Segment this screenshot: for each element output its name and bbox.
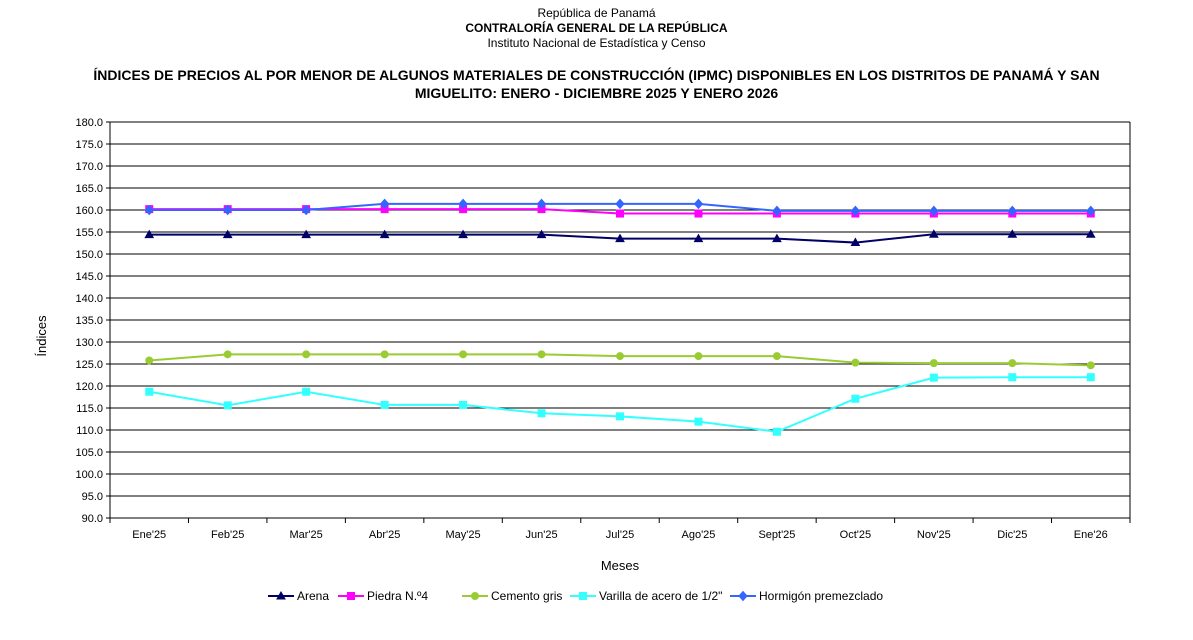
y-tick-label: 90.0 [82,513,103,525]
data-point [146,357,153,364]
data-point [1009,360,1016,367]
data-point [224,351,231,358]
x-tick-label: Nov'25 [917,529,951,541]
data-point [381,401,388,408]
legend-label: Hormigón premezclado [759,589,883,603]
legend-item: Piedra N.º4 [338,589,428,603]
series-line [149,377,1091,432]
legend-label: Cemento gris [491,589,562,603]
data-point [224,402,231,409]
legend: Arena Piedra N.º4 Cemento gris Varilla de a… [268,589,883,603]
series-3 [146,374,1095,436]
data-point [1087,374,1094,381]
x-tick-label: Feb'25 [211,529,244,541]
y-tick-label: 135.0 [75,315,103,327]
y-tick-label: 165.0 [75,183,103,195]
legend-marker [580,593,587,600]
data-point [1009,374,1016,381]
y-tick-label: 145.0 [75,271,103,283]
data-point [616,199,624,208]
y-tick-label: 120.0 [75,381,103,393]
x-tick-label: Ago'25 [682,529,716,541]
legend-marker [739,592,747,601]
y-tick-label: 100.0 [75,469,103,481]
y-tick-label: 125.0 [75,359,103,371]
data-point [617,353,624,360]
x-axis-label: Meses [601,558,640,573]
data-point [146,388,153,395]
series-2 [146,351,1095,369]
x-tick-label: Oct'25 [840,529,871,541]
x-tick-label: May'25 [446,529,481,541]
x-tick-label: Jun'25 [525,529,557,541]
legend-marker [348,593,355,600]
y-tick-label: 95.0 [82,491,103,503]
legend-item: Varilla de acero de 1/2" [570,589,722,603]
x-tick-label: Sept'25 [758,529,795,541]
data-point [695,210,702,217]
x-tick-label: Ene'26 [1074,529,1108,541]
data-point [538,351,545,358]
data-point [381,351,388,358]
data-point [773,428,780,435]
y-tick-label: 130.0 [75,337,103,349]
y-tick-label: 110.0 [76,425,103,437]
x-axis-ticks: Ene'25 Feb'25 Mar'25 Abr'25 May'25 Jun'25 Jul'… [110,518,1130,541]
data-point [930,374,937,381]
legend-label: Arena [297,589,329,603]
y-tick-label: 155.0 [75,227,103,239]
data-point [460,401,467,408]
data-point [773,353,780,360]
y-tick-label: 115.0 [76,403,103,415]
data-point [852,359,859,366]
x-tick-label: Jul'25 [606,529,634,541]
legend-item: Arena [268,589,329,603]
y-tick-label: 160.0 [75,205,103,217]
data-point [852,395,859,402]
grid-lines [110,122,1130,518]
legend-item: Cemento gris [462,589,562,603]
x-tick-label: Dic'25 [997,529,1027,541]
x-tick-label: Ene'25 [132,529,166,541]
data-point [617,210,624,217]
data-point [538,410,545,417]
x-tick-label: Abr'25 [369,529,400,541]
y-tick-label: 170.0 [75,161,103,173]
y-axis-ticks: 180.0 175.0 170.0 165.0 160.0 155.0 150.0 145.0… [75,117,110,525]
data-point [695,353,702,360]
y-tick-label: 150.0 [75,249,103,261]
data-point [460,351,467,358]
y-tick-label: 175.0 [75,139,103,151]
data-point [303,351,310,358]
legend-marker [472,593,479,600]
data-point [695,418,702,425]
series-0 [145,230,1095,245]
legend-label: Piedra N.º4 [367,589,428,603]
legend-label: Varilla de acero de 1/2" [599,589,722,603]
data-point [303,388,310,395]
y-tick-label: 180.0 [75,117,103,129]
data-point [694,199,702,208]
y-axis-label: Índices [34,315,49,357]
y-tick-label: 105.0 [75,447,103,459]
series-group [145,199,1095,435]
x-tick-label: Mar'25 [290,529,323,541]
data-point [1087,362,1094,369]
data-point [617,413,624,420]
y-tick-label: 140.0 [75,293,103,305]
data-point [930,360,937,367]
legend-item: Hormigón premezclado [730,589,883,603]
